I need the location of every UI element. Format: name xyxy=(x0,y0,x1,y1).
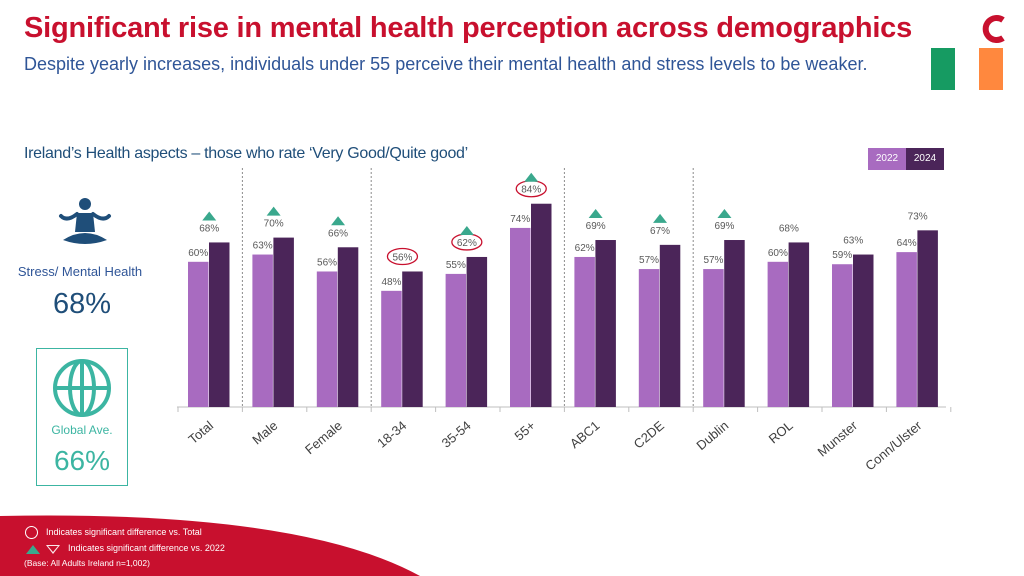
legend-2024: 2024 xyxy=(906,148,944,170)
data-label-2022: 55% xyxy=(446,260,466,271)
significance-circle-icon xyxy=(25,526,38,539)
page-subtitle: Despite yearly increases, individuals un… xyxy=(24,54,868,74)
bar-2024 xyxy=(595,240,616,407)
category-label: Male xyxy=(249,418,280,448)
category-label: C2DE xyxy=(631,418,667,452)
data-label-2024: 84% xyxy=(521,185,541,196)
bar-2024 xyxy=(209,242,230,407)
page-title: Significant rise in mental health percep… xyxy=(24,12,913,44)
data-label-2022: 57% xyxy=(703,255,723,266)
bar-2022 xyxy=(510,227,531,407)
data-label-2022: 60% xyxy=(768,248,788,259)
chart-legend: 2022 2024 xyxy=(868,148,944,170)
significance-down-triangle-fill xyxy=(48,546,58,552)
bar-2024 xyxy=(724,240,745,407)
bar-2024 xyxy=(659,244,681,407)
significance-triangle xyxy=(717,209,732,219)
data-label-2024: 69% xyxy=(714,221,734,232)
data-label-2022: 62% xyxy=(575,243,595,254)
global-average-box: Global Ave. 66% xyxy=(36,348,128,486)
data-label-2024: 70% xyxy=(264,219,284,230)
chart-title: Ireland’s Health aspects – those who rat… xyxy=(24,145,468,162)
stress-metric-label: Stress/ Mental Health xyxy=(17,264,143,279)
data-label-2024: 73% xyxy=(908,211,928,222)
category-label: ROL xyxy=(766,418,796,447)
legend-2022: 2022 xyxy=(868,148,906,170)
significance-triangle xyxy=(653,213,668,223)
global-average-label: Global Ave. xyxy=(51,423,113,437)
data-label-2024: 68% xyxy=(779,223,799,234)
category-label: Munster xyxy=(815,417,861,459)
data-label-2022: 57% xyxy=(639,255,659,266)
data-label-2024: 63% xyxy=(843,236,863,247)
bar-2022 xyxy=(252,254,273,407)
significance-triangle xyxy=(588,209,603,219)
bar-2024 xyxy=(788,242,810,407)
brand-logo-icon xyxy=(982,15,1005,43)
data-label-2024: 66% xyxy=(328,228,348,239)
global-average-value: 66% xyxy=(53,445,111,476)
bar-2024 xyxy=(466,256,488,407)
data-label-2024: 56% xyxy=(392,252,412,263)
bar-2022 xyxy=(574,256,595,407)
data-label-2024: 68% xyxy=(199,223,219,234)
significance-up-triangle-icon xyxy=(26,545,40,554)
data-label-2022: 63% xyxy=(253,241,273,252)
significance-triangle xyxy=(266,206,281,216)
meditation-icon xyxy=(59,198,111,244)
significance-triangle xyxy=(524,172,539,182)
category-label: Conn/Ulster xyxy=(862,417,925,473)
flag-green-stripe xyxy=(931,48,955,90)
bar-2024 xyxy=(853,254,874,407)
bar-2022 xyxy=(445,273,467,407)
category-label: 35-54 xyxy=(439,418,474,451)
significance-triangle xyxy=(331,216,346,226)
data-label-2022: 60% xyxy=(188,248,208,259)
data-label-2022: 64% xyxy=(897,238,917,249)
bar-2022 xyxy=(832,264,853,407)
data-label-2022: 59% xyxy=(832,250,852,261)
footer-note-triangle: Indicates significant difference vs. 202… xyxy=(68,543,225,553)
category-label: ABC1 xyxy=(567,418,603,451)
data-label-2022: 56% xyxy=(317,257,337,268)
significance-triangle xyxy=(459,225,474,235)
significance-triangle xyxy=(202,211,217,221)
flag-orange-stripe xyxy=(979,48,1003,90)
bar-2024 xyxy=(337,247,359,407)
bar-2022 xyxy=(188,261,209,407)
category-label: Female xyxy=(302,418,345,457)
bar-2022 xyxy=(896,252,917,407)
footer-note-circle: Indicates significant difference vs. Tot… xyxy=(46,527,202,537)
bar-2022 xyxy=(381,290,402,407)
data-label-2024: 62% xyxy=(457,238,477,249)
bar-2024 xyxy=(402,271,423,407)
significance-circle xyxy=(386,247,419,266)
bar-2022 xyxy=(316,271,338,407)
globe-icon xyxy=(53,359,111,417)
bar-2024 xyxy=(273,237,294,407)
data-label-2022: 74% xyxy=(510,214,530,225)
data-label-2024: 67% xyxy=(650,226,670,237)
category-label: Total xyxy=(185,418,216,447)
category-label: Dublin xyxy=(693,418,731,453)
bar-2022 xyxy=(767,261,789,407)
data-label-2024: 69% xyxy=(586,221,606,232)
footer-base: (Base: All Adults Ireland n=1,002) xyxy=(24,558,150,568)
category-label: 18-34 xyxy=(374,418,409,451)
data-label-2022: 48% xyxy=(381,277,401,288)
bar-2022 xyxy=(703,269,724,407)
bar-2024 xyxy=(917,230,938,407)
bar-2024 xyxy=(531,203,552,407)
bar-2022 xyxy=(638,269,660,407)
stress-metric-value: 68% xyxy=(52,288,112,320)
category-label: 55+ xyxy=(512,418,539,444)
